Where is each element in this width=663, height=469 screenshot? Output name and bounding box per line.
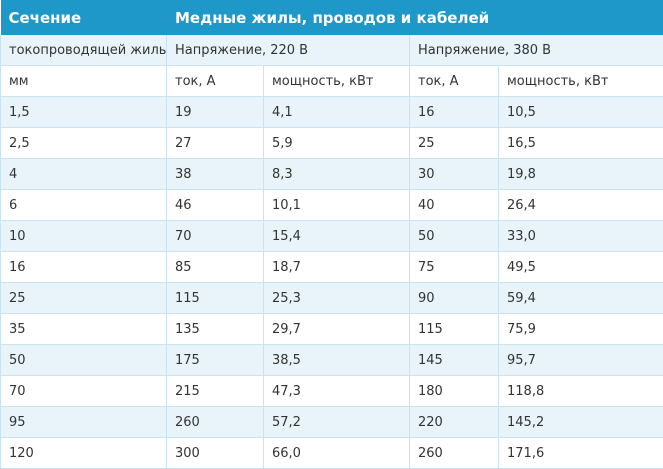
cell-current-220: 27 <box>167 128 264 159</box>
cell-current-380: 260 <box>410 438 499 469</box>
cell-section: 2,5 <box>1 128 167 159</box>
cell-power-220: 5,9 <box>264 128 410 159</box>
title-section: Сечение <box>1 0 167 35</box>
unit-current-380: ток, А <box>410 66 499 97</box>
cell-power-380: 26,4 <box>499 190 663 221</box>
cell-power-380: 49,5 <box>499 252 663 283</box>
unit-section-mm: мм <box>1 66 167 97</box>
header-voltage-220: Напряжение, 220 В <box>167 35 410 66</box>
cell-current-220: 135 <box>167 314 264 345</box>
cell-power-380: 95,7 <box>499 345 663 376</box>
title-copper-cables: Медные жилы, проводов и кабелей <box>167 0 663 35</box>
cell-power-380: 33,0 <box>499 221 663 252</box>
unit-power-220: мощность, кВт <box>264 66 410 97</box>
cell-current-380: 115 <box>410 314 499 345</box>
cell-section: 35 <box>1 314 167 345</box>
cell-current-380: 25 <box>410 128 499 159</box>
unit-power-380: мощность, кВт <box>499 66 663 97</box>
title-row: Сечение Медные жилы, проводов и кабелей <box>1 0 663 35</box>
cell-power-220: 57,2 <box>264 407 410 438</box>
cell-current-220: 38 <box>167 159 264 190</box>
cell-section: 25 <box>1 283 167 314</box>
cell-section: 16 <box>1 252 167 283</box>
cell-section: 50 <box>1 345 167 376</box>
cell-section: 10 <box>1 221 167 252</box>
cell-power-220: 8,3 <box>264 159 410 190</box>
voltage-header-row: токопроводящей жилы, Напряжение, 220 В Н… <box>1 35 663 66</box>
cell-current-220: 46 <box>167 190 264 221</box>
cell-current-220: 19 <box>167 97 264 128</box>
cell-power-380: 16,5 <box>499 128 663 159</box>
cell-section: 95 <box>1 407 167 438</box>
cell-current-380: 40 <box>410 190 499 221</box>
cell-current-220: 300 <box>167 438 264 469</box>
cell-section: 1,5 <box>1 97 167 128</box>
cell-power-220: 15,4 <box>264 221 410 252</box>
cell-current-220: 115 <box>167 283 264 314</box>
cell-current-220: 175 <box>167 345 264 376</box>
unit-current-220: ток, А <box>167 66 264 97</box>
cell-power-220: 25,3 <box>264 283 410 314</box>
cell-power-380: 75,9 <box>499 314 663 345</box>
cell-power-220: 47,3 <box>264 376 410 407</box>
cell-current-220: 260 <box>167 407 264 438</box>
units-header-row: мм ток, А мощность, кВт ток, А мощность,… <box>1 66 663 97</box>
cell-power-220: 38,5 <box>264 345 410 376</box>
cell-power-380: 10,5 <box>499 97 663 128</box>
cell-section: 6 <box>1 190 167 221</box>
cell-current-220: 85 <box>167 252 264 283</box>
cell-power-380: 19,8 <box>499 159 663 190</box>
cell-section: 120 <box>1 438 167 469</box>
cell-current-380: 30 <box>410 159 499 190</box>
cell-power-220: 10,1 <box>264 190 410 221</box>
cell-power-220: 66,0 <box>264 438 410 469</box>
cell-current-380: 16 <box>410 97 499 128</box>
cell-power-220: 18,7 <box>264 252 410 283</box>
cell-current-220: 70 <box>167 221 264 252</box>
header-conductor: токопроводящей жилы, <box>1 35 167 66</box>
cell-current-380: 75 <box>410 252 499 283</box>
cell-power-220: 4,1 <box>264 97 410 128</box>
cell-power-380: 145,2 <box>499 407 663 438</box>
cell-current-380: 50 <box>410 221 499 252</box>
cell-power-380: 171,6 <box>499 438 663 469</box>
cell-power-380: 59,4 <box>499 283 663 314</box>
cell-power-380: 118,8 <box>499 376 663 407</box>
cell-current-220: 215 <box>167 376 264 407</box>
cell-section: 70 <box>1 376 167 407</box>
cell-section: 4 <box>1 159 167 190</box>
header-voltage-380: Напряжение, 380 В <box>410 35 663 66</box>
cell-current-380: 220 <box>410 407 499 438</box>
cell-current-380: 145 <box>410 345 499 376</box>
cell-power-220: 29,7 <box>264 314 410 345</box>
cell-current-380: 180 <box>410 376 499 407</box>
cell-current-380: 90 <box>410 283 499 314</box>
